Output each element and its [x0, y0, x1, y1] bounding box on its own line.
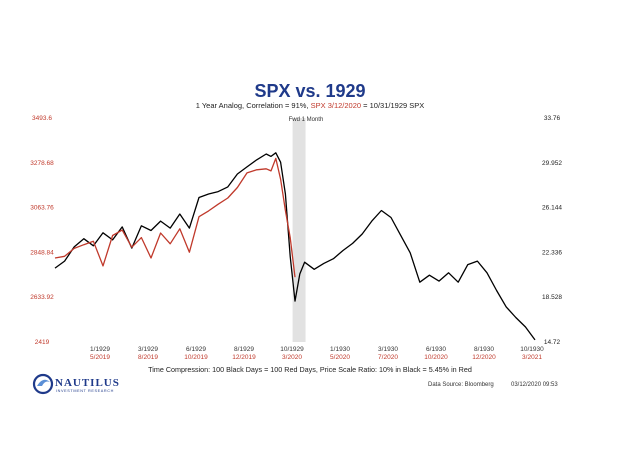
shaded-region-label: Fwd 1 Month: [289, 117, 324, 123]
logo-mark-icon: [32, 373, 54, 395]
left-axis-tick: 3063.76: [30, 205, 54, 212]
chart-subtitle: 1 Year Analog, Correlation = 91%, SPX 3/…: [196, 101, 425, 110]
logo-name: NAUTILUS: [55, 377, 120, 389]
footer-note: Time Compression: 100 Black Days = 100 R…: [148, 365, 472, 374]
right-axis-tick: 22.336: [542, 249, 562, 256]
x-labels-group: 1/1929 3/1929 6/1929 8/1929 10/1929 1/1930 3/1…: [90, 346, 544, 361]
x-tick-1929: 3/1929: [138, 346, 158, 353]
series-line-1: [54, 157, 296, 278]
x-tick-2020: 12/2020: [472, 354, 496, 361]
x-tick-2020: 3/2020: [282, 354, 302, 361]
x-tick-2020: 7/2020: [378, 354, 398, 361]
shaded-region: [292, 118, 306, 342]
left-axis-tick: 2419: [35, 339, 50, 346]
x-tick-1929: 1/1929: [90, 346, 110, 353]
x-tick-2020: 8/2019: [138, 354, 158, 361]
right-axis-tick: 14.72: [544, 339, 561, 346]
shaded-region-group: Fwd 1 Month: [289, 117, 324, 342]
chart-title: SPX vs. 1929: [254, 81, 365, 101]
right-axis-tick: 33.76: [544, 115, 561, 122]
left-axis-tick: 3493.6: [32, 115, 52, 122]
footer-timestamp: 03/12/2020 09:53: [511, 382, 558, 388]
x-tick-1929: 10/1929: [280, 346, 304, 353]
footer-source: Data Source: Bloomberg: [428, 382, 494, 388]
left-axis-tick: 2848.84: [30, 249, 54, 256]
x-tick-2020: 5/2019: [90, 354, 110, 361]
x-tick-1929: 8/1930: [474, 346, 494, 353]
x-tick-2020: 3/2021: [522, 354, 542, 361]
right-axis-tick: 26.144: [542, 205, 562, 212]
series-group: [54, 152, 536, 341]
subtitle-part3: = 10/31/1929 SPX: [361, 101, 424, 110]
left-axis-tick: 2633.92: [30, 294, 54, 301]
x-tick-1929: 6/1930: [426, 346, 446, 353]
subtitle-part1: 1 Year Analog, Correlation = 91%,: [196, 101, 311, 110]
x-tick-2020: 10/2020: [424, 354, 448, 361]
subtitle-part2: SPX 3/12/2020: [311, 101, 361, 110]
axis-labels-group: 3493.6 3278.68 3063.76 2848.84 2633.92 2419 33…: [30, 115, 562, 346]
x-tick-1929: 6/1929: [186, 346, 206, 353]
logo-wave-icon: [37, 379, 50, 386]
x-tick-2020: 10/2019: [184, 354, 208, 361]
right-axis-tick: 18.528: [542, 294, 562, 301]
logo-subtext: INVESTMENT RESEARCH: [56, 389, 114, 393]
left-axis-tick: 3278.68: [30, 160, 54, 167]
x-tick-2020: 5/2020: [330, 354, 350, 361]
x-tick-1929: 10/1930: [520, 346, 544, 353]
x-tick-1929: 3/1930: [378, 346, 398, 353]
right-axis-tick: 29.952: [542, 160, 562, 167]
x-tick-2020: 12/2019: [232, 354, 256, 361]
x-tick-1929: 1/1930: [330, 346, 350, 353]
nautilus-logo: NAUTILUS INVESTMENT RESEARCH: [32, 373, 120, 395]
series-line-0: [54, 152, 536, 341]
x-tick-1929: 8/1929: [234, 346, 254, 353]
